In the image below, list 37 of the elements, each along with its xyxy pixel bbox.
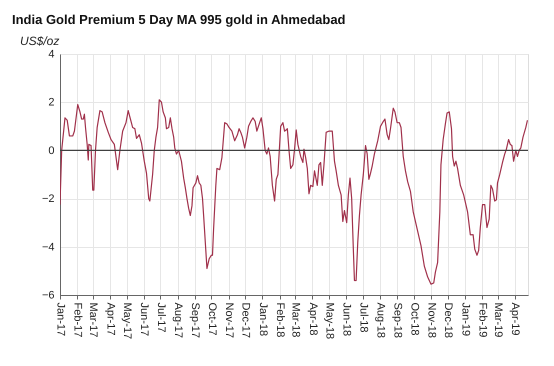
x-tick-label: Oct-17 <box>206 302 218 336</box>
x-tick-label: Jan-18 <box>256 302 269 336</box>
x-tick-label: Sep-18 <box>392 302 404 338</box>
x-tick-label: Nov-18 <box>425 302 438 338</box>
x-tick-label: Jun-17 <box>138 302 150 336</box>
x-tick-label: Aug-18 <box>374 302 386 338</box>
x-tick-label: Mar-17 <box>87 302 100 338</box>
x-tick-label: Jan-17 <box>54 302 66 336</box>
x-tick-label: Apr-17 <box>104 302 116 336</box>
x-tick-label: Oct-18 <box>408 302 420 336</box>
x-tick-label: Dec-18 <box>442 302 454 338</box>
y-tick-label: 0 <box>48 144 54 157</box>
x-tick-label: Dec-17 <box>240 302 252 338</box>
chart-title: India Gold Premium 5 Day MA 995 gold in Ahmedabad <box>12 12 346 27</box>
x-tick-label: Aug-17 <box>172 302 184 338</box>
x-tick-label: Feb-18 <box>274 302 286 338</box>
x-tick-label: Nov-17 <box>223 302 236 338</box>
y-tick-label: 4 <box>48 48 54 60</box>
y-tick-label: −2 <box>42 193 54 206</box>
x-tick-label: Jul-18 <box>357 302 370 332</box>
y-tick-label: −4 <box>42 241 54 254</box>
x-tick-label: Mar-18 <box>290 302 302 338</box>
x-tick-label: Feb-19 <box>476 302 488 338</box>
x-tick-label: May-17 <box>121 302 134 340</box>
y-axis-title: US$/oz <box>20 34 60 48</box>
x-tick-label: Apr-18 <box>306 302 319 336</box>
y-tick-label: −6 <box>42 290 54 302</box>
line-series <box>60 99 528 285</box>
x-tick-label: Jul-17 <box>154 302 167 332</box>
x-tick-label: Feb-17 <box>72 302 84 338</box>
x-tick-label: May-18 <box>323 302 336 340</box>
x-tick-label: Apr-19 <box>509 302 522 336</box>
x-tick-label: Sep-17 <box>189 302 202 338</box>
y-tick-label: 2 <box>48 96 54 109</box>
x-tick-label: Mar-19 <box>492 302 504 338</box>
x-tick-label: Jan-19 <box>459 302 472 336</box>
x-tick-label: Jun-18 <box>340 302 353 336</box>
